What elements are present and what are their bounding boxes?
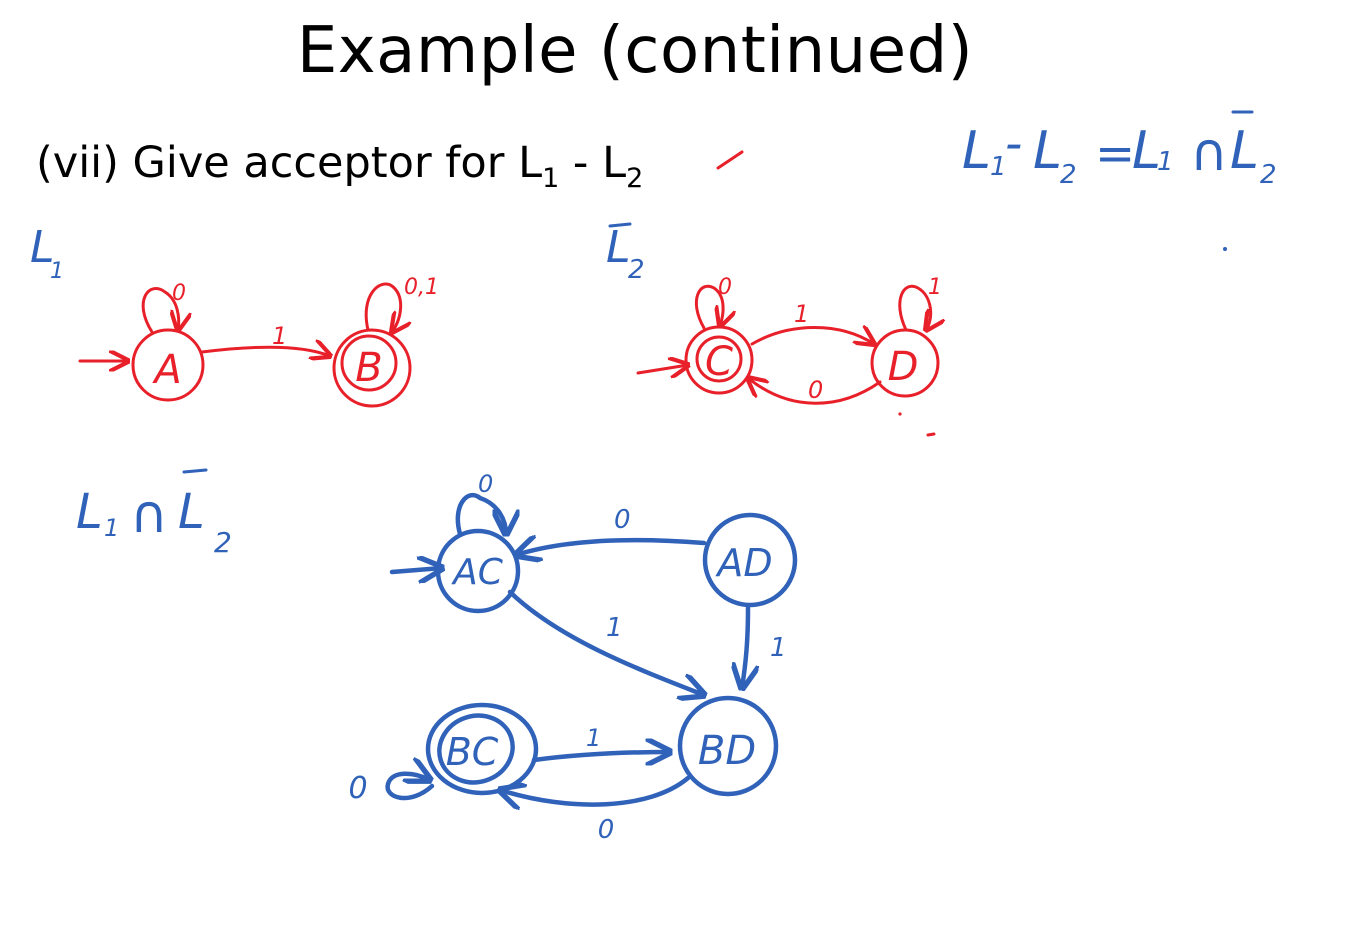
identity-equals: =: [1095, 126, 1135, 182]
dfa-product: AC 0 AD 0 1 1 BD BC 1 0 0: [348, 470, 798, 845]
edge-a-b-label: 1: [272, 322, 287, 350]
edge-ac-bd: [507, 589, 704, 695]
identity-annotation: L 1 - L 2 = L 1 ∩ L 2: [962, 110, 1277, 251]
identity-r-l1-sub: 1: [1157, 147, 1174, 177]
identity-l2: L: [1033, 121, 1062, 181]
identity-r-l2-sub: 2: [1260, 160, 1277, 190]
loop-c: [694, 284, 723, 328]
start-arrow-ac: [389, 568, 442, 572]
edge-ad-ac-label: 0: [614, 505, 631, 535]
l1-label: L 1: [30, 222, 64, 284]
edge-d-c: [748, 378, 882, 405]
edge-d-c-label: 0: [808, 376, 823, 404]
svg-text:∩: ∩: [130, 485, 168, 545]
loop-ac: [455, 492, 506, 534]
loop-b-label: 0,1: [404, 275, 439, 300]
question-l2: L2: [602, 138, 644, 194]
state-ad-label: AD: [714, 541, 772, 585]
dfa-l2bar: C 0 1 0 D 1: [636, 275, 942, 437]
state-bd: [677, 695, 779, 797]
svg-text:2: 2: [628, 255, 645, 285]
loop-ac-label: 0: [478, 470, 493, 498]
loop-d: [898, 284, 931, 330]
start-arrow-c: [636, 365, 688, 373]
loop-bc-label: 0: [348, 771, 367, 806]
svg-text:L: L: [76, 484, 103, 540]
loop-b: [364, 282, 400, 332]
state-c-label: C: [705, 339, 733, 385]
state-b-outer: [332, 328, 412, 408]
state-bc-inner: [437, 713, 515, 785]
edge-c-d-label: 1: [794, 300, 809, 328]
state-bc-label: BC: [446, 730, 499, 774]
state-a: [131, 328, 205, 402]
svg-text:1: 1: [104, 514, 119, 542]
check-mark: [716, 150, 744, 170]
edge-bc-bd: [531, 752, 670, 760]
edge-a-b: [200, 347, 330, 356]
loop-a: [141, 287, 179, 332]
identity-cap: ∩: [1190, 123, 1228, 183]
state-c-inner: [695, 335, 743, 383]
loop-c-label: 0: [718, 275, 732, 300]
svg-text:1: 1: [50, 259, 64, 284]
edge-ac-bd-label: 1: [606, 613, 623, 643]
svg-text:L: L: [178, 484, 205, 540]
ink-dot: [1223, 247, 1227, 251]
state-bd-label: BD: [698, 728, 756, 774]
svg-text:L: L: [30, 222, 55, 273]
state-b-inner: [340, 334, 398, 392]
state-b-label: B: [355, 345, 382, 391]
loop-d-label: 1: [928, 275, 942, 300]
identity-r-l1: L: [1132, 121, 1161, 181]
question-l1: L1: [518, 138, 560, 194]
slide-title: Example (continued): [296, 14, 974, 88]
question-text: (vii) Give acceptor for L1 - L2: [36, 138, 643, 194]
identity-r-l2: L: [1230, 121, 1259, 181]
edge-c-d: [750, 328, 874, 345]
state-ac: [435, 528, 521, 614]
question-prefix: (vii) Give acceptor for: [36, 138, 519, 188]
svg-text:2: 2: [214, 526, 232, 559]
dfa-l1: A 0 1 B 0,1: [78, 275, 439, 408]
identity-l1-sub: 1: [990, 152, 1007, 182]
state-d-label: D: [888, 344, 919, 390]
identity-minus: -: [1005, 116, 1022, 172]
edge-bd-bc: [500, 775, 691, 805]
identity-l2-sub: 2: [1060, 160, 1077, 190]
loop-a-label: 0: [172, 281, 186, 306]
product-label: L 1 ∩ L 2: [76, 468, 232, 559]
state-ad: [702, 512, 798, 608]
edge-ad-bd: [742, 605, 748, 688]
edge-bd-bc-label: 0: [598, 815, 615, 845]
svg-text:L: L: [606, 222, 631, 273]
edge-bc-bd-label: 1: [586, 724, 601, 752]
l2bar-label: L 2: [606, 222, 645, 285]
edge-ad-ac: [516, 540, 707, 555]
question-minus: -: [559, 138, 603, 188]
state-ac-label: AC: [451, 552, 504, 593]
state-a-label: A: [151, 347, 181, 393]
edge-ad-bd-label: 1: [770, 633, 787, 663]
loop-bc: [385, 774, 432, 801]
identity-l1: L: [962, 121, 991, 181]
state-bc-outer: [425, 702, 539, 796]
